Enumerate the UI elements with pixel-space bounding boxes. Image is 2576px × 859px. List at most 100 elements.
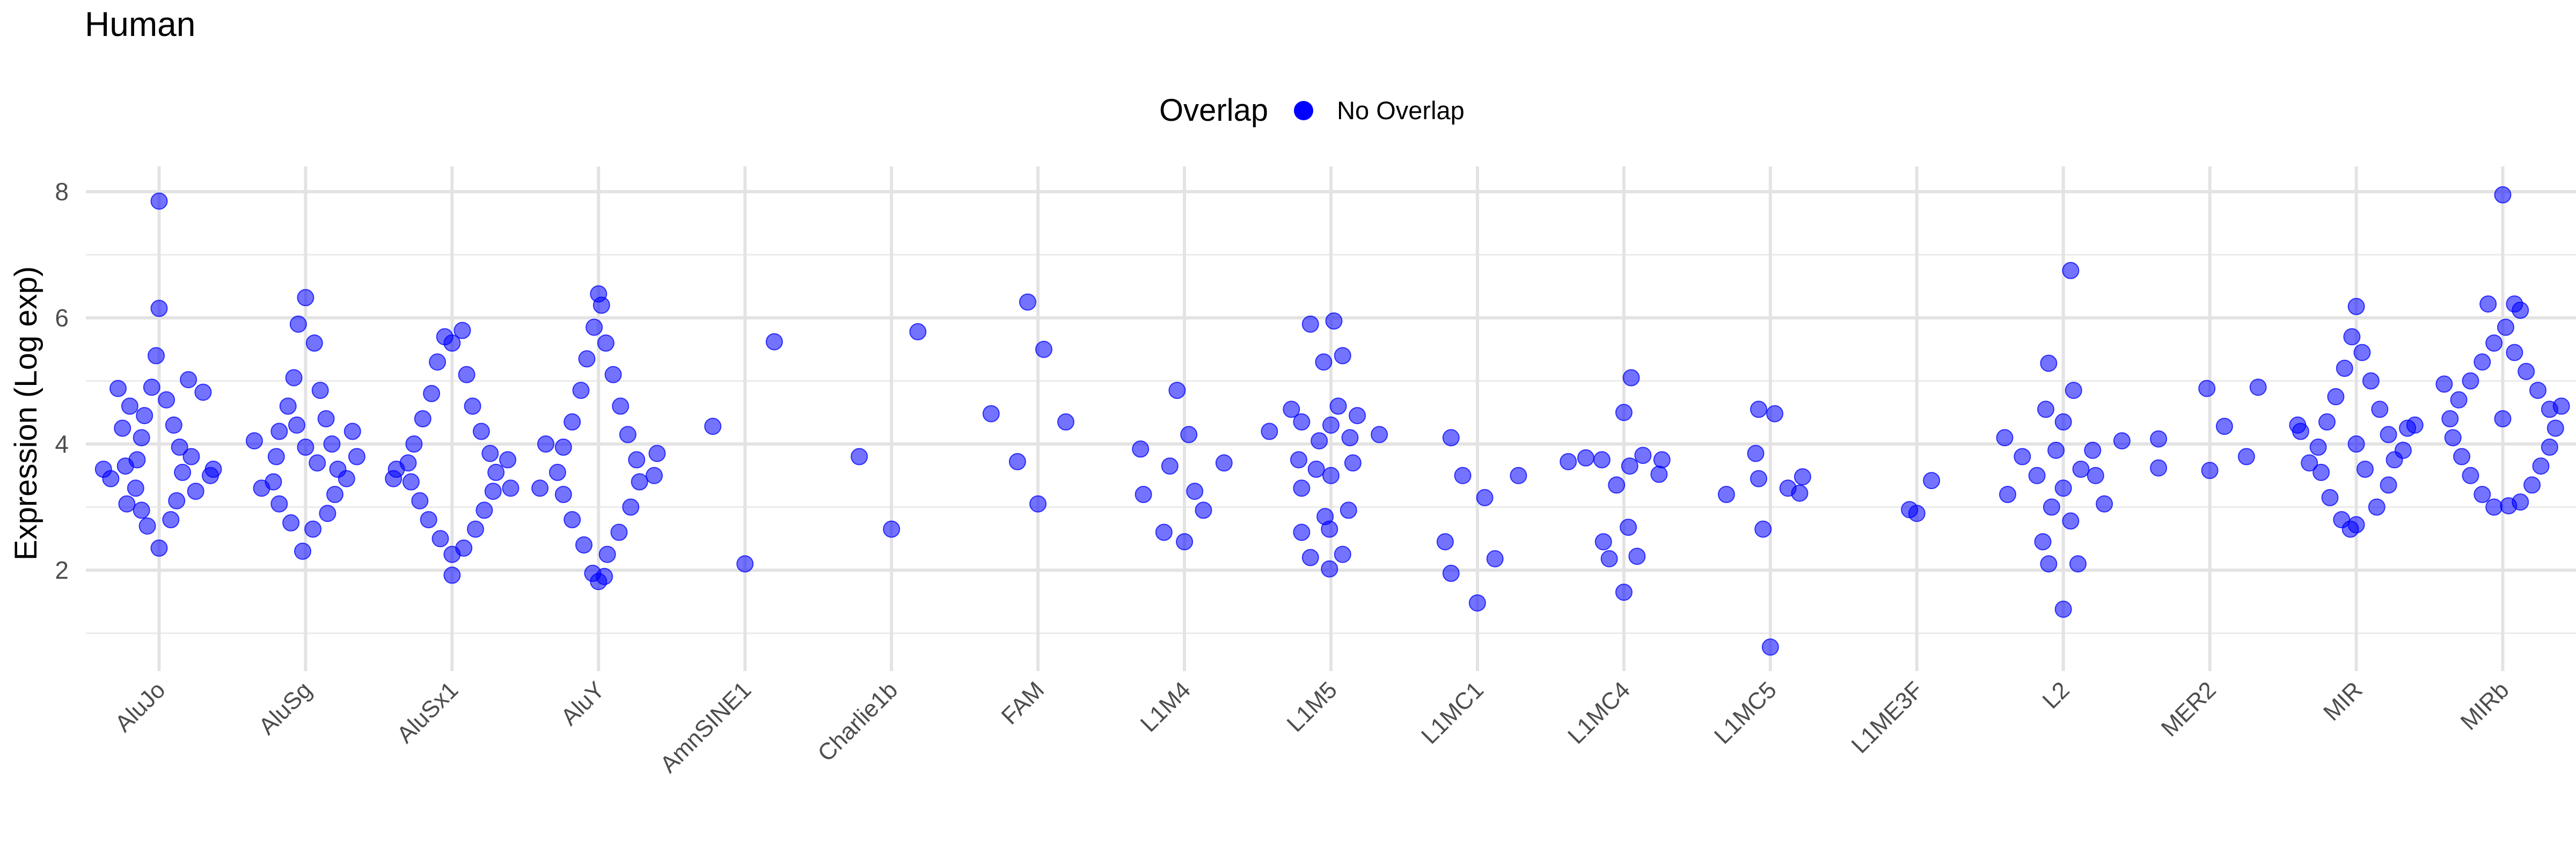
x-tick-label: AluSg (254, 676, 317, 740)
data-point (2054, 600, 2072, 618)
data-point (1334, 347, 1351, 365)
data-point (1135, 486, 1152, 503)
data-point (168, 492, 186, 509)
data-point (405, 435, 423, 453)
data-point (851, 448, 868, 465)
y-axis-label: Expression (Log exp) (9, 266, 43, 560)
data-point (1996, 429, 2014, 447)
data-point (1794, 468, 1811, 486)
data-point (174, 463, 192, 481)
data-point (453, 322, 471, 339)
data-point (1293, 523, 1311, 541)
legend-label-no-overlap: No Overlap (1337, 96, 1465, 125)
data-point (572, 382, 590, 399)
data-point (1329, 397, 1347, 415)
data-point (1750, 401, 1767, 418)
data-point (443, 545, 461, 563)
data-point (2301, 454, 2318, 472)
data-point (182, 448, 200, 465)
data-point (622, 498, 640, 516)
data-point (2318, 413, 2336, 431)
data-point (309, 454, 326, 472)
data-point (2380, 476, 2397, 494)
data-point (187, 483, 204, 500)
data-point (1322, 467, 1340, 484)
data-point (1008, 453, 1026, 470)
data-point (1344, 454, 1362, 472)
data-point (2321, 489, 2339, 506)
data-point (305, 334, 323, 352)
data-point (2362, 372, 2380, 390)
data-point (311, 382, 329, 399)
data-point (2198, 380, 2216, 397)
data-point (475, 501, 493, 519)
data-point (1791, 484, 1809, 502)
data-point (2215, 418, 2233, 435)
x-tick-label: AluSx1 (392, 676, 463, 748)
data-point (429, 353, 447, 371)
data-point (2541, 438, 2558, 456)
data-point (1615, 584, 1633, 601)
data-point (128, 451, 146, 469)
data-point (464, 397, 481, 415)
data-point (1600, 550, 1618, 567)
data-point (2292, 423, 2309, 440)
data-point (289, 315, 307, 333)
data-point (420, 511, 437, 528)
x-tick-label: FAM (997, 676, 1050, 730)
data-point (619, 426, 636, 443)
x-tick-label: MIRb (2456, 676, 2514, 735)
y-axis-ticks: 2 4 6 8 (55, 178, 69, 584)
data-point (1349, 407, 1366, 425)
data-point (297, 438, 314, 456)
data-point (467, 520, 484, 538)
data-point (2473, 486, 2491, 503)
data-point (982, 405, 1000, 423)
data-point (1766, 405, 1783, 423)
data-point (121, 397, 138, 415)
data-point (631, 473, 648, 491)
data-point (2506, 344, 2523, 361)
data-point (765, 333, 783, 351)
data-point (1486, 550, 1504, 567)
data-point (114, 419, 131, 437)
data-point (1334, 545, 1351, 563)
data-point (294, 542, 311, 560)
data-point (1454, 467, 1472, 484)
data-point (2453, 448, 2471, 465)
data-point (1168, 382, 1186, 399)
data-point (2054, 479, 2072, 497)
data-point (2479, 295, 2497, 313)
data-point (1754, 520, 1772, 538)
x-tick-label: Charlie1b (813, 676, 903, 767)
x-tick-label: L1ME3F (1847, 676, 1928, 758)
data-point (431, 530, 449, 548)
data-point (1468, 594, 1486, 612)
data-point (1261, 423, 1278, 440)
data-point (2347, 297, 2365, 315)
data-point (2435, 375, 2453, 393)
data-points (94, 186, 2570, 656)
data-point (194, 383, 212, 401)
data-point (1622, 369, 1640, 387)
data-point (2343, 328, 2361, 346)
x-tick-label: AluJo (110, 676, 170, 737)
data-point (2529, 382, 2546, 399)
data-point (282, 514, 300, 532)
data-point (554, 486, 572, 503)
data-point (127, 479, 144, 497)
data-point (736, 555, 754, 573)
data-point (2473, 353, 2491, 371)
data-point (2040, 555, 2058, 573)
data-point (385, 470, 402, 487)
data-point (2150, 459, 2168, 477)
data-point (323, 435, 341, 453)
data-point (1301, 549, 1319, 566)
data-point (648, 445, 666, 462)
data-point (423, 385, 441, 402)
data-point (2497, 318, 2514, 336)
data-point (1155, 523, 1173, 541)
data-point (402, 473, 420, 491)
legend-title: Overlap (1159, 93, 1269, 128)
